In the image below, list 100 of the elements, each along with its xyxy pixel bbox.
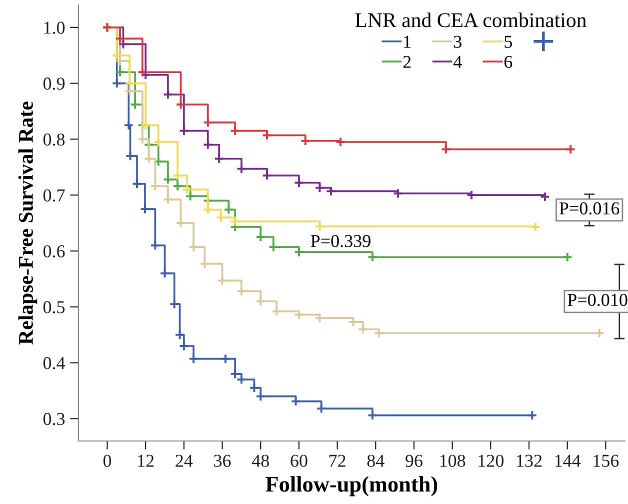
legend-label: 1: [404, 36, 411, 48]
point: [176, 218, 186, 228]
point: [162, 194, 174, 205]
point: [300, 136, 310, 146]
point: [294, 310, 304, 320]
point: [124, 86, 135, 96]
point: [367, 252, 378, 262]
point: [314, 221, 325, 232]
point: [172, 180, 183, 192]
point: [255, 391, 266, 402]
x-tick-label: 156: [594, 454, 619, 467]
point: [114, 33, 126, 44]
point: [527, 410, 538, 420]
legend-label: 4: [453, 56, 462, 68]
point: [335, 136, 346, 148]
x-tick-label: 84: [367, 454, 384, 467]
point: [140, 204, 150, 214]
legend-label: 3: [454, 36, 462, 48]
x-tick-label: 132: [517, 454, 542, 467]
point: [392, 188, 404, 199]
point: [440, 144, 452, 154]
point: [271, 306, 282, 316]
point: [262, 170, 272, 181]
x-tick-label: 48: [252, 454, 269, 467]
point: [188, 242, 199, 252]
x-tick-label: 12: [138, 454, 154, 467]
x-axis-title: Follow-up(month): [266, 476, 438, 496]
point: [202, 204, 214, 215]
point: [594, 328, 604, 338]
x-tick-label: 108: [440, 454, 466, 467]
point: [137, 134, 148, 144]
x-tick-label: 60: [290, 454, 308, 467]
point: [188, 354, 199, 364]
point: [200, 258, 210, 269]
point: [150, 180, 160, 192]
point: [294, 246, 304, 258]
point: [112, 50, 122, 60]
point: [224, 204, 234, 215]
point: [202, 117, 214, 128]
point: [174, 330, 185, 340]
x-tick-label: 144: [555, 454, 581, 467]
point: [169, 298, 180, 310]
legend-label: 5: [504, 36, 512, 48]
point: [262, 130, 272, 140]
point: [562, 252, 572, 262]
point: [214, 154, 224, 164]
point: [314, 312, 325, 324]
point: [230, 126, 240, 136]
point: [162, 174, 174, 185]
x-tick-label: 72: [329, 454, 346, 467]
x-tick-label: 36: [214, 454, 231, 467]
x-tick-label: 0: [103, 454, 112, 467]
point: [358, 324, 368, 334]
annotation: P=0.339: [310, 234, 370, 248]
point: [236, 374, 247, 385]
point: [255, 296, 266, 306]
x-tick-label: 24: [176, 454, 193, 467]
point: [326, 186, 336, 196]
point: [125, 150, 136, 162]
point: [178, 340, 190, 352]
point: [255, 232, 266, 242]
point: [565, 144, 576, 154]
y-tick-label: 0.6: [43, 245, 65, 258]
point: [182, 184, 192, 195]
legend-label: 2: [403, 56, 411, 68]
point: [230, 368, 240, 380]
point: [230, 216, 240, 226]
point: [290, 396, 301, 406]
point: [294, 178, 304, 188]
point: [114, 56, 126, 66]
point: [530, 222, 541, 232]
point: [140, 120, 151, 130]
point: [236, 286, 247, 296]
y-tick-label: 0.3: [43, 412, 65, 426]
point: [367, 410, 378, 420]
point: [124, 78, 135, 88]
point: [112, 78, 122, 88]
point: [153, 136, 164, 148]
point: [540, 192, 550, 202]
point: [160, 268, 170, 278]
y-tick-label: 0.8: [43, 133, 65, 146]
point: [216, 212, 226, 223]
point: [124, 120, 134, 130]
point: [118, 39, 128, 50]
point: [217, 275, 228, 286]
annotation: P=0.010: [568, 294, 628, 306]
legend-label: 6: [504, 56, 512, 68]
y-tick-label: 0.5: [43, 301, 65, 314]
point: [220, 354, 231, 364]
point: [114, 66, 126, 78]
point: [249, 382, 260, 394]
point: [153, 156, 164, 167]
point: [162, 89, 174, 100]
y-tick-label: 0.7: [43, 189, 65, 202]
point: [348, 316, 358, 328]
point: [130, 99, 140, 110]
x-tick-label: 120: [478, 454, 504, 467]
point: [137, 66, 148, 78]
point: [314, 182, 325, 193]
point: [178, 126, 190, 136]
